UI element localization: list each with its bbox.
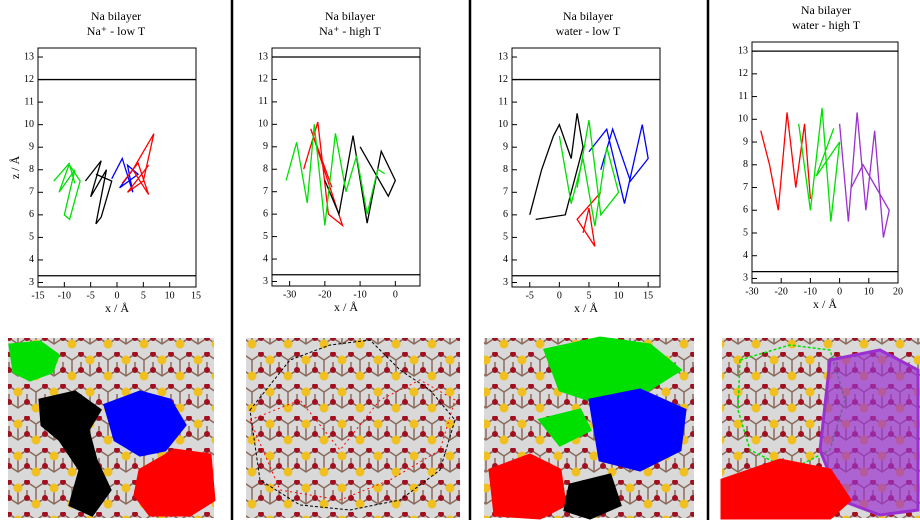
trajectory [577, 192, 601, 246]
trajectory [761, 112, 811, 210]
trajectory [530, 113, 583, 219]
x-tick-label: -20 [318, 289, 331, 300]
x-tick-label: 15 [643, 290, 653, 301]
x-tick-label: 5 [586, 290, 591, 301]
y-tick-label: 10 [498, 119, 508, 130]
y-tick-label: 7 [743, 182, 748, 193]
trajectory [325, 136, 395, 224]
x-tick-label: 0 [393, 289, 398, 300]
y-tick-label: 3 [29, 277, 34, 288]
y-tick-label: 5 [743, 227, 748, 238]
chart-title: Na bilayer [325, 9, 375, 23]
x-tick-label: -10 [804, 286, 817, 297]
x-tick-label: -5 [526, 290, 534, 301]
y-tick-label: 3 [743, 273, 748, 284]
y-tick-label: 8 [29, 164, 34, 175]
y-tick-label: 12 [24, 74, 34, 85]
y-tick-label: 5 [263, 231, 268, 242]
y-tick-label: 7 [29, 187, 34, 198]
chart-title: Na bilayer [91, 9, 141, 23]
x-tick-label: 0 [115, 290, 120, 301]
y-tick-label: 6 [263, 208, 268, 219]
y-tick-label: 13 [24, 51, 34, 62]
y-tick-label: 6 [503, 209, 508, 220]
y-tick-label: 11 [738, 91, 748, 102]
y-tick-label: 9 [503, 142, 508, 153]
y-tick-label: 10 [24, 119, 34, 130]
y-tick-label: 6 [29, 209, 34, 220]
x-tick-label: 10 [165, 290, 175, 301]
y-tick-label: 11 [498, 96, 508, 107]
y-tick-label: 13 [738, 45, 748, 56]
x-axis-label: x / Å [813, 297, 837, 311]
trajectory [85, 161, 111, 224]
x-tick-label: 0 [837, 286, 842, 297]
trajectory [840, 112, 890, 237]
y-tick-label: 4 [743, 250, 748, 261]
x-axis-label: x / Å [105, 301, 129, 315]
chart-subtitle: water - high T [792, 18, 861, 32]
y-tick-label: 9 [29, 142, 34, 153]
y-tick-label: 13 [498, 51, 508, 62]
x-tick-label: 20 [893, 286, 903, 297]
x-tick-label: -30 [745, 286, 758, 297]
y-tick-label: 11 [24, 96, 34, 107]
y-tick-label: 6 [743, 205, 748, 216]
plot-frame [512, 48, 660, 287]
x-tick-label: 10 [864, 286, 874, 297]
chart-title: Na bilayer [563, 9, 613, 23]
y-tick-label: 8 [503, 164, 508, 175]
chart-subtitle: Na⁺ - low T [87, 24, 146, 38]
x-tick-label: 5 [141, 290, 146, 301]
x-tick-label: -10 [58, 290, 71, 301]
y-tick-label: 4 [263, 253, 268, 264]
y-tick-label: 4 [29, 254, 34, 265]
x-tick-label: 15 [191, 290, 201, 301]
figure: Na bilayerNa⁺ - low T345678910111213-15-… [0, 0, 920, 520]
plot-frame [272, 48, 420, 286]
chart-subtitle: water - low T [556, 24, 621, 38]
y-tick-label: 13 [258, 51, 268, 62]
x-tick-label: 0 [557, 290, 562, 301]
y-tick-label: 5 [503, 232, 508, 243]
y-axis-label: z / Å [8, 156, 22, 180]
x-axis-label: x / Å [334, 300, 358, 314]
y-tick-label: 10 [258, 119, 268, 130]
x-tick-label: -10 [353, 289, 366, 300]
x-tick-label: -15 [31, 290, 44, 301]
chart-subtitle: Na⁺ - high T [319, 24, 381, 38]
x-tick-label: -30 [283, 289, 296, 300]
snapshots [8, 338, 920, 518]
y-tick-label: 5 [29, 232, 34, 243]
y-tick-label: 9 [743, 136, 748, 147]
trajectory [54, 163, 80, 219]
y-tick-label: 4 [503, 254, 508, 265]
y-tick-label: 7 [263, 186, 268, 197]
x-tick-label: -20 [775, 286, 788, 297]
y-tick-label: 8 [743, 159, 748, 170]
y-tick-label: 8 [263, 164, 268, 175]
x-tick-label: -5 [86, 290, 94, 301]
y-tick-label: 12 [258, 74, 268, 85]
y-tick-label: 9 [263, 141, 268, 152]
y-tick-label: 12 [498, 74, 508, 85]
chart-title: Na bilayer [801, 3, 851, 17]
y-tick-label: 10 [738, 114, 748, 125]
y-tick-label: 12 [738, 68, 748, 79]
y-tick-label: 11 [258, 96, 268, 107]
y-tick-label: 3 [503, 277, 508, 288]
y-tick-label: 3 [263, 276, 268, 287]
x-axis-label: x / Å [574, 301, 598, 315]
y-tick-label: 7 [503, 187, 508, 198]
x-tick-label: 10 [614, 290, 624, 301]
